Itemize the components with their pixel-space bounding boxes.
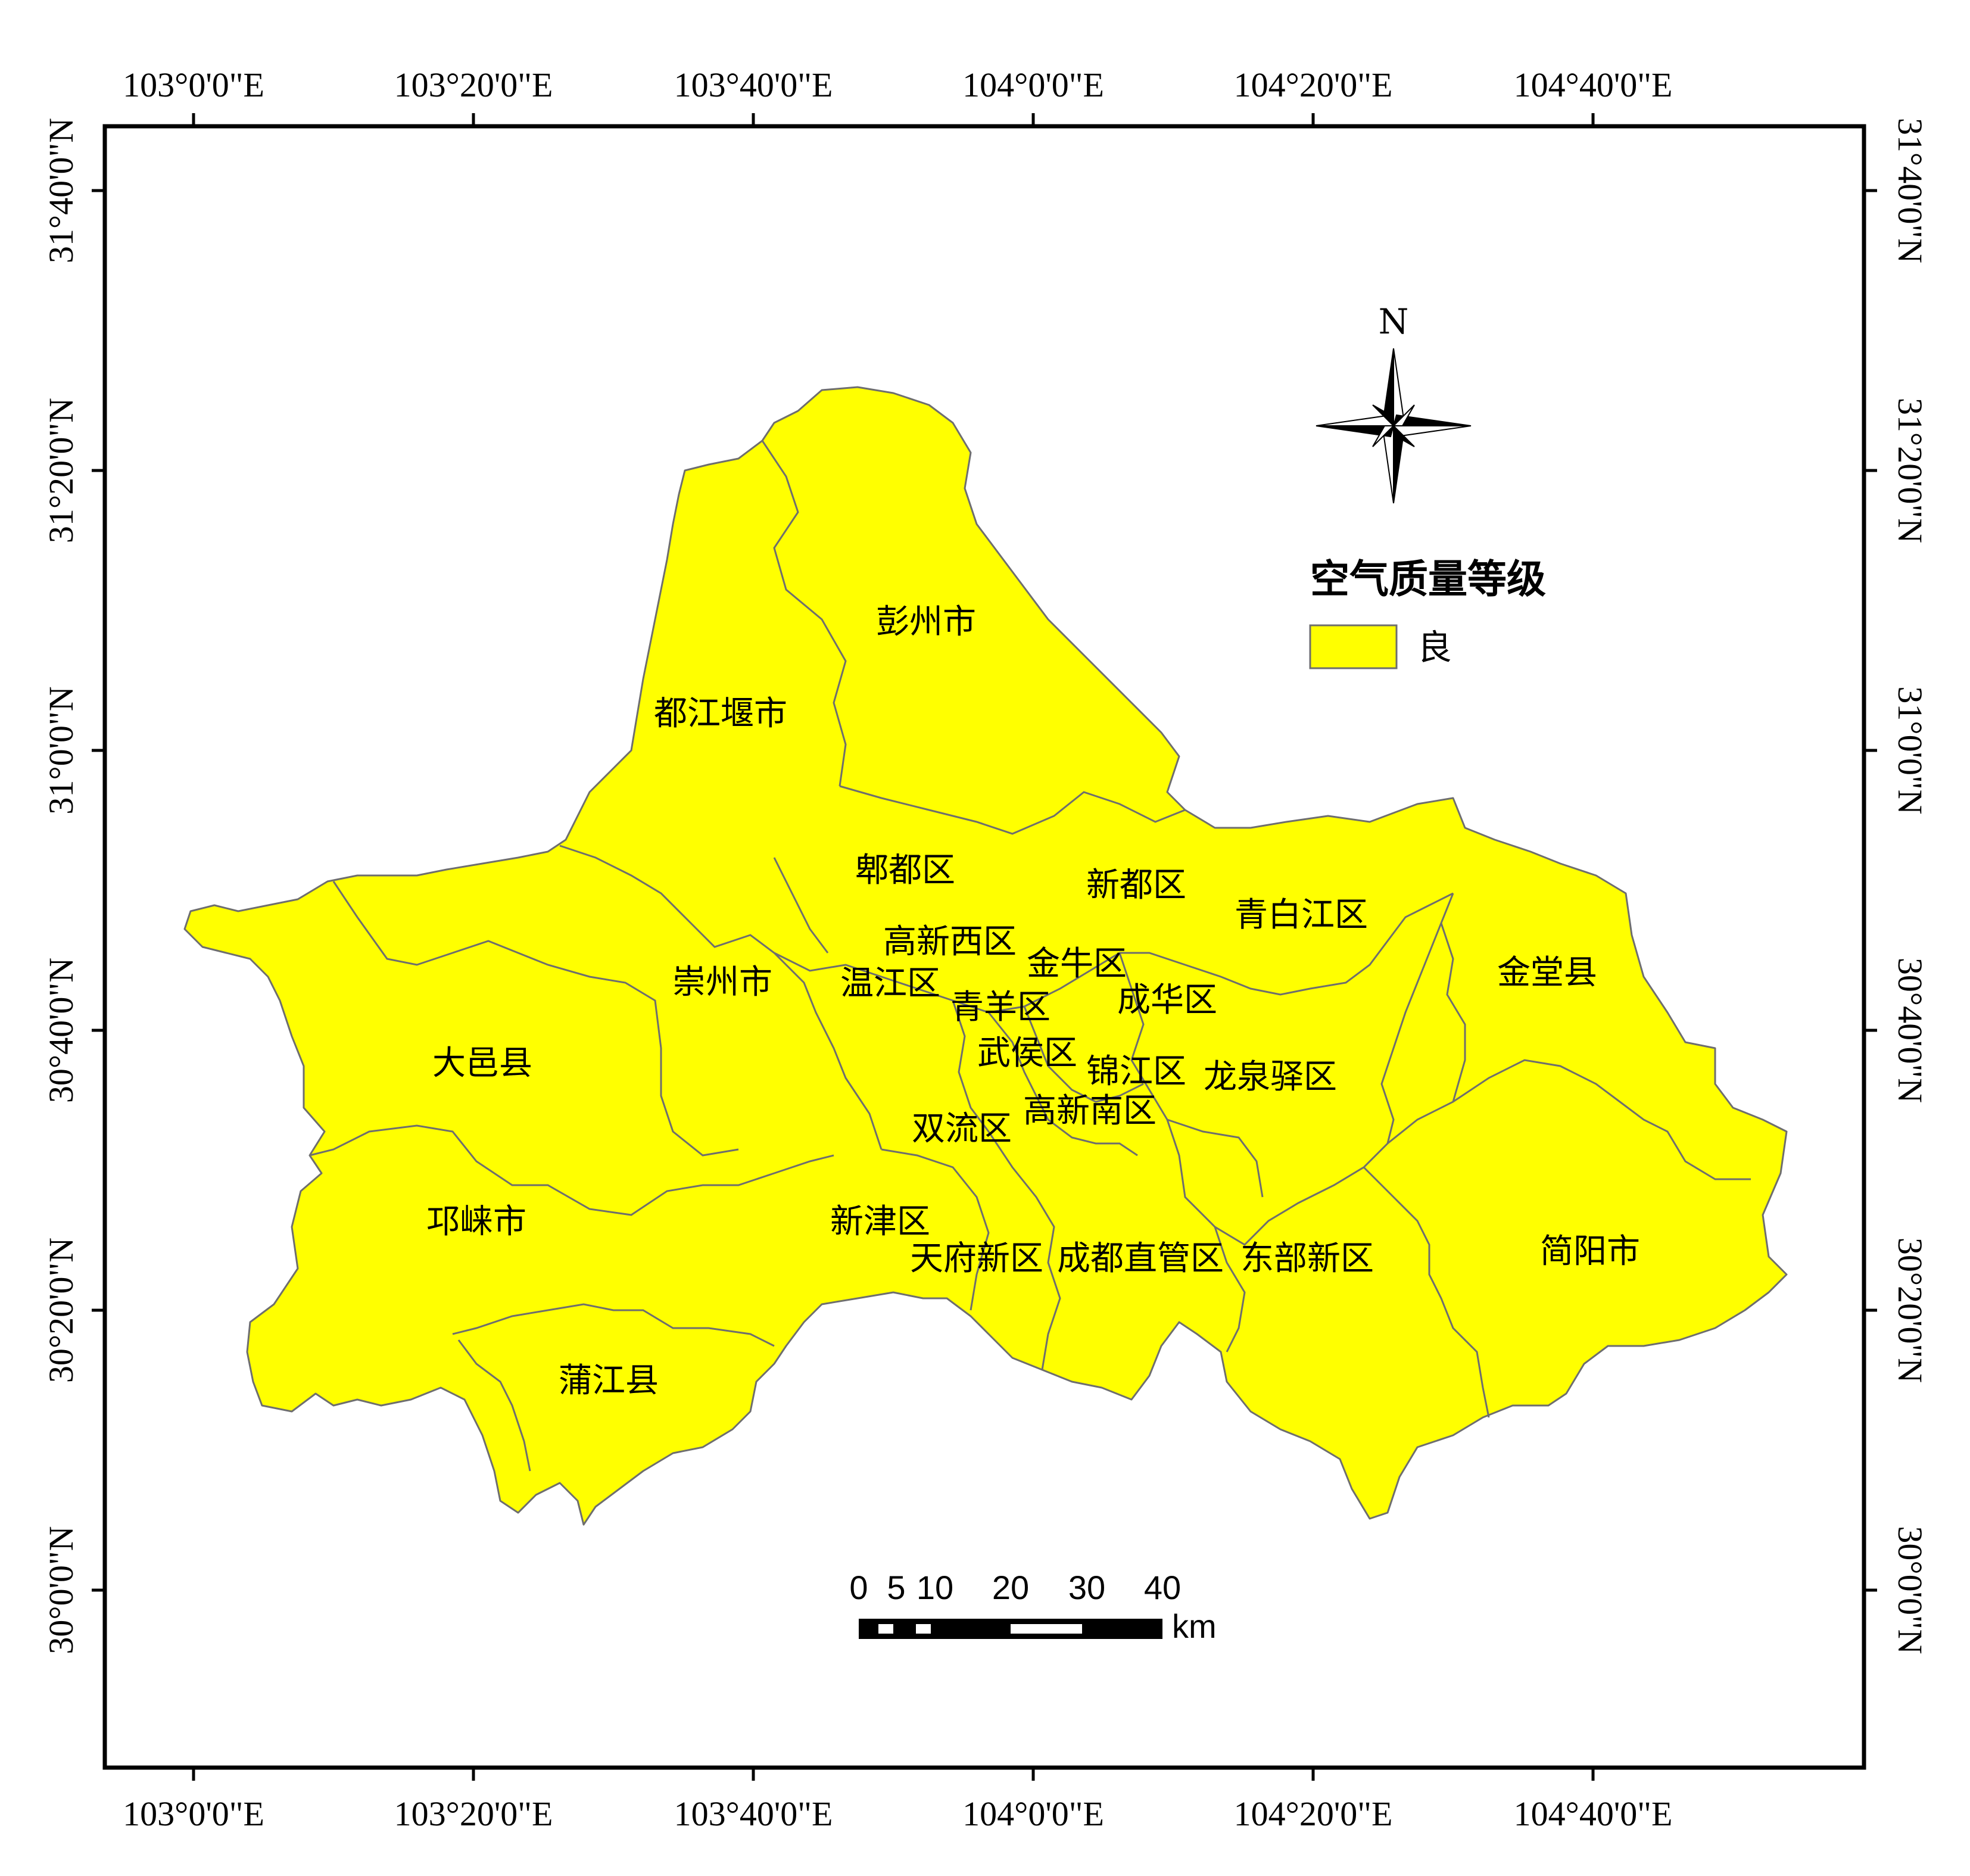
scale-tick-label: 0 [849, 1569, 868, 1606]
district-label: 青羊区 [950, 988, 1051, 1027]
top-lon-label: 104°0'0"E [962, 66, 1104, 104]
district-label: 成都直管区 [1057, 1239, 1224, 1278]
district-label: 新都区 [1086, 866, 1186, 905]
scale-tick-label: 20 [992, 1569, 1029, 1606]
right-lat-label: 30°0'0"N [1891, 1526, 1930, 1654]
left-lat-label: 30°20'0"N [42, 1238, 80, 1383]
top-lon-label: 103°20'0"E [394, 66, 553, 104]
left-lat-label: 31°20'0"N [42, 398, 80, 543]
bottom-lon-label: 103°0'0"E [123, 1794, 264, 1833]
left-lat-label: 30°40'0"N [42, 958, 80, 1103]
top-longitude-labels: 103°0'0"E 103°20'0"E 103°40'0"E 104°0'0"… [123, 66, 1672, 104]
district-labels: 彭州市 都江堰市 郫都区 新都区 青白江区 高新西区 金牛区 温江区 崇州市 青… [426, 603, 1640, 1400]
district-label: 高新西区 [883, 923, 1017, 961]
left-lat-label: 30°0'0"N [42, 1526, 80, 1654]
chengdu-region [183, 386, 1788, 1526]
bottom-lon-label: 104°40'0"E [1514, 1794, 1673, 1833]
bottom-lon-label: 104°20'0"E [1234, 1794, 1393, 1833]
district-label: 金牛区 [1027, 945, 1127, 983]
top-lon-label: 104°20'0"E [1234, 66, 1393, 104]
bottom-lon-label: 104°0'0"E [962, 1794, 1104, 1833]
district-label: 天府新区 [910, 1239, 1043, 1278]
scale-tick-label: 10 [917, 1569, 953, 1606]
scale-bar: 0 5 10 20 30 40 km [849, 1569, 1216, 1645]
scale-unit: km [1172, 1607, 1217, 1645]
legend: 空气质量等级 良 [1309, 556, 1546, 669]
north-arrow: N [1316, 301, 1472, 504]
district-label: 龙泉驿区 [1204, 1058, 1337, 1096]
scale-bar-segment [1011, 1624, 1082, 1634]
top-lon-label: 103°40'0"E [674, 66, 833, 104]
right-latitude-labels: 31°40'0"N 31°20'0"N 31°0'0"N 30°40'0"N 3… [1891, 118, 1930, 1654]
bottom-lon-label: 103°40'0"E [674, 1794, 833, 1833]
scale-tick-label: 30 [1068, 1569, 1105, 1606]
district-boundaries [309, 440, 1751, 1472]
district-label: 新津区 [830, 1202, 930, 1241]
district-label: 郫都区 [855, 851, 955, 890]
district-label: 彭州市 [876, 603, 976, 641]
right-lat-label: 30°20'0"N [1891, 1238, 1930, 1383]
district-label: 崇州市 [672, 963, 772, 1002]
right-lat-label: 31°0'0"N [1891, 686, 1930, 814]
bottom-longitude-labels: 103°0'0"E 103°20'0"E 103°40'0"E 104°0'0"… [123, 1794, 1672, 1833]
district-label: 蒲江县 [559, 1361, 659, 1400]
district-label: 东部新区 [1240, 1239, 1374, 1278]
district-label: 简阳市 [1540, 1232, 1640, 1271]
district-label: 武侯区 [977, 1034, 1077, 1073]
right-lat-label: 30°40'0"N [1891, 958, 1930, 1103]
top-lon-label: 103°0'0"E [123, 66, 264, 104]
scale-tick-label: 5 [887, 1569, 905, 1606]
longitude-ticks [192, 113, 1595, 1781]
district-label: 温江区 [840, 964, 940, 1003]
latitude-ticks [92, 189, 1877, 1592]
top-lon-label: 104°40'0"E [1514, 66, 1673, 104]
district-label: 邛崃市 [426, 1202, 526, 1241]
bottom-lon-label: 103°20'0"E [394, 1794, 553, 1833]
district-label: 高新南区 [1023, 1092, 1157, 1130]
map-frame [102, 124, 1866, 1770]
right-lat-label: 31°20'0"N [1891, 398, 1930, 543]
north-label: N [1379, 301, 1409, 342]
legend-item-label: 良 [1417, 627, 1452, 668]
north-arrow-icon [1316, 348, 1472, 504]
right-lat-label: 31°40'0"N [1891, 118, 1930, 263]
district-label: 都江堰市 [654, 694, 787, 733]
scale-bar-segment [878, 1624, 893, 1634]
legend-swatch-good [1309, 624, 1398, 669]
district-label: 大邑县 [432, 1044, 532, 1083]
left-latitude-labels: 31°40'0"N 31°20'0"N 31°0'0"N 30°40'0"N 3… [42, 118, 80, 1654]
scale-bar-segment [916, 1624, 931, 1634]
district-label: 金堂县 [1497, 953, 1597, 992]
left-lat-label: 31°0'0"N [42, 686, 80, 814]
scale-tick-label: 40 [1144, 1569, 1181, 1606]
district-label: 双流区 [912, 1110, 1012, 1148]
district-label: 青白江区 [1235, 896, 1368, 934]
district-label: 成华区 [1117, 981, 1217, 1020]
district-label: 锦江区 [1086, 1052, 1186, 1091]
left-lat-label: 31°40'0"N [42, 118, 80, 263]
legend-title: 空气质量等级 [1310, 556, 1546, 602]
